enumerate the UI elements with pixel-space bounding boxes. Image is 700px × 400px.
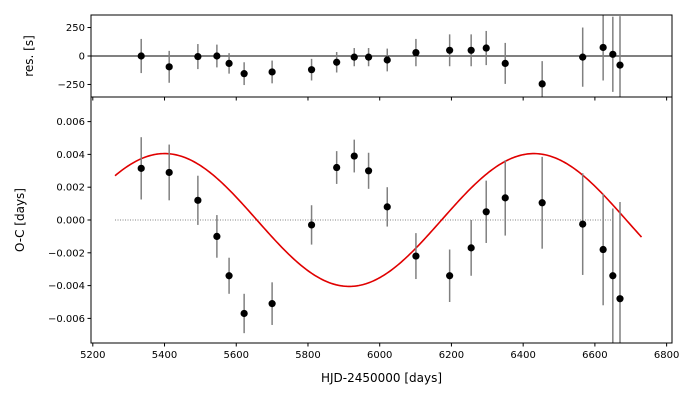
oc-x-tick-label-5: 6200 (439, 350, 464, 361)
residual-point-0 (137, 52, 145, 60)
oc-y-tick-label-0: −0.006 (48, 314, 85, 325)
residual-point-5 (240, 70, 248, 78)
residuals-y-tick-label-1: 0 (79, 52, 85, 63)
oc-point-15 (482, 208, 490, 216)
oc-point-2 (194, 196, 202, 204)
oc-point-6 (268, 300, 276, 308)
residuals-y-tick-label-2: 250 (66, 23, 85, 34)
oc-x-tick-label-6: 6400 (510, 350, 535, 361)
oc-point-7 (307, 221, 316, 229)
oc-point-12 (412, 252, 420, 260)
residual-point-15 (482, 44, 490, 52)
oc-y-tick-label-3: 0.000 (56, 216, 85, 227)
oc-point-8 (333, 163, 341, 172)
oc-x-ticks: 5200 5400 5600 5800 6000 6200 6400 6600 6800 (80, 343, 679, 361)
oc-x-tick-label-7: 6600 (582, 350, 607, 361)
residuals-y-ticks: −250 0 250 (58, 23, 91, 91)
oc-y-tick-label-4: 0.002 (56, 183, 85, 194)
oc-panel: −0.006 −0.004 −0.002 0.000 0.002 0.004 0.006 5… (13, 96, 679, 385)
oc-x-tick-label-8: 6800 (654, 350, 679, 361)
residual-point-11 (383, 56, 391, 64)
oc-point-20 (609, 272, 617, 280)
oc-x-tick-label-2: 5600 (224, 350, 249, 361)
residual-point-2 (194, 52, 202, 61)
oc-point-9 (350, 152, 358, 160)
residual-point-12 (412, 48, 420, 57)
oc-point-3 (213, 232, 221, 240)
residual-point-13 (446, 46, 454, 54)
residual-point-10 (364, 53, 373, 61)
oc-point-18 (579, 220, 587, 228)
oc-y-ticks: −0.006 −0.004 −0.002 0.000 0.002 0.004 0.006 (48, 117, 91, 325)
residual-point-9 (350, 53, 358, 61)
oc-y-tick-label-6: 0.006 (56, 117, 85, 128)
residuals-y-axis-label: res. [s] (22, 35, 36, 77)
oc-x-tick-label-3: 5800 (295, 350, 320, 361)
residual-point-7 (307, 66, 316, 74)
oc-y-tick-label-2: −0.002 (48, 248, 85, 259)
residual-point-6 (268, 68, 276, 76)
residual-point-17 (538, 80, 546, 88)
oc-point-0 (137, 164, 145, 172)
oc-data-group (137, 137, 624, 343)
residual-point-16 (501, 59, 509, 68)
residual-point-18 (579, 53, 587, 61)
oc-x-tick-label-0: 5200 (80, 350, 105, 361)
oc-point-14 (467, 244, 475, 252)
oc-point-16 (501, 194, 509, 202)
oc-y-tick-label-5: 0.004 (56, 150, 85, 161)
oc-point-1 (165, 168, 173, 177)
residual-point-19 (599, 43, 607, 52)
oc-y-axis-label: O-C [days] (13, 188, 27, 252)
oc-point-4 (225, 272, 233, 280)
residual-point-1 (165, 63, 173, 71)
oc-point-11 (383, 203, 391, 211)
oc-x-axis-label: HJD-2450000 [days] (321, 371, 442, 385)
oc-point-21 (616, 295, 624, 303)
residual-point-4 (225, 59, 233, 68)
oc-x-tick-label-4: 6000 (367, 350, 392, 361)
residuals-x-ticks (92, 97, 668, 101)
residual-point-8 (333, 58, 341, 66)
residual-point-14 (467, 46, 475, 54)
residual-point-20 (609, 50, 617, 58)
oc-point-10 (364, 167, 373, 175)
oc-x-tick-label-1: 5400 (152, 350, 177, 361)
residuals-y-tick-label-0: −250 (58, 80, 85, 91)
residuals-data-group (137, 15, 624, 97)
oc-point-19 (599, 245, 607, 254)
residual-point-21 (616, 61, 624, 69)
oc-point-13 (446, 272, 454, 280)
residual-point-3 (213, 52, 221, 60)
oc-point-17 (538, 199, 546, 207)
oc-model-group (114, 152, 643, 288)
oc-y-tick-label-1: −0.004 (48, 281, 85, 292)
oc-model-curve (114, 152, 643, 288)
oc-point-5 (240, 309, 248, 318)
